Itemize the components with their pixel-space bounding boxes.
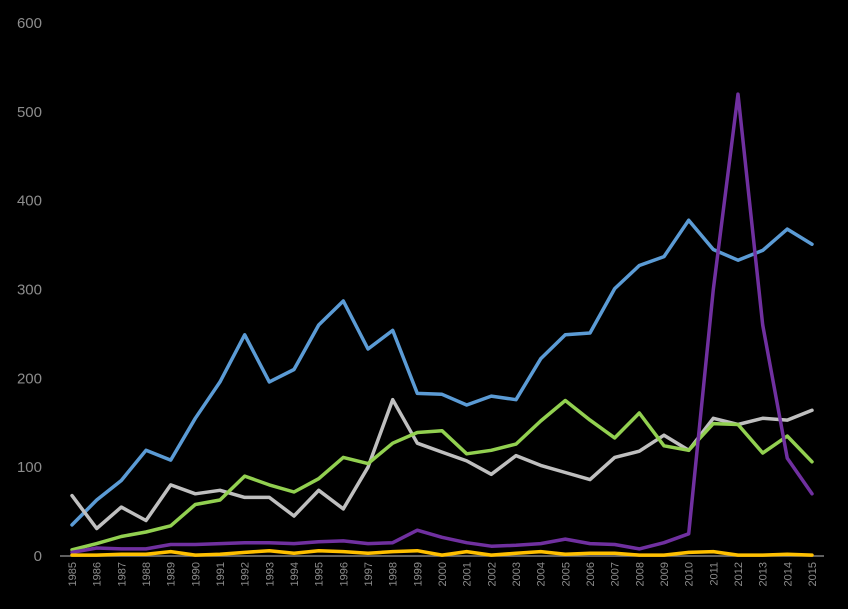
y-axis-ticks: 0 100 200 300 400 500 600 [17, 15, 42, 565]
x-tick-label: 2008 [634, 562, 646, 586]
x-tick-label: 2015 [807, 562, 819, 586]
x-tick-label: 2000 [437, 562, 449, 586]
x-tick-label: 2011 [708, 562, 720, 586]
y-tick-label: 300 [17, 282, 42, 299]
x-tick-label: 1989 [166, 562, 178, 586]
series-line-1 [72, 220, 812, 525]
series-line-4 [72, 94, 812, 552]
y-tick-label: 100 [17, 459, 42, 476]
series-line-5 [72, 551, 812, 555]
y-tick-label: 0 [34, 548, 42, 565]
x-tick-label: 1987 [116, 562, 128, 586]
x-tick-label: 2012 [733, 562, 745, 586]
y-tick-label: 200 [17, 370, 42, 387]
x-tick-label: 2005 [560, 562, 572, 586]
x-tick-label: 1997 [363, 562, 375, 586]
x-tick-label: 1991 [215, 562, 227, 586]
x-tick-label: 1995 [314, 562, 326, 586]
x-tick-label: 2009 [659, 562, 671, 586]
x-tick-label: 1986 [92, 562, 104, 586]
x-tick-label: 1999 [412, 562, 424, 586]
x-tick-label: 1994 [289, 562, 301, 586]
x-tick-label: 2001 [462, 562, 474, 586]
x-tick-label: 1993 [264, 562, 276, 586]
x-tick-label: 1992 [240, 562, 252, 586]
x-tick-label: 1988 [141, 562, 153, 586]
x-tick-label: 1998 [388, 562, 400, 586]
x-tick-label: 2010 [684, 562, 696, 586]
x-tick-label: 1985 [67, 562, 79, 586]
x-tick-label: 2004 [536, 562, 548, 586]
x-tick-label: 2014 [782, 562, 794, 586]
x-tick-label: 2013 [758, 562, 770, 586]
x-tick-label: 1996 [338, 562, 350, 586]
y-tick-label: 400 [17, 193, 42, 210]
x-tick-label: 2003 [511, 562, 523, 586]
y-tick-label: 500 [17, 104, 42, 121]
x-tick-label: 2002 [486, 562, 498, 586]
series-group [72, 94, 812, 555]
x-tick-label: 1990 [190, 562, 202, 586]
plot-area: 0 100 200 300 400 500 600 1985 1986 1987 1988 1989… [17, 15, 824, 586]
x-tick-label: 2007 [610, 562, 622, 586]
x-tick-label: 2006 [585, 562, 597, 586]
y-tick-label: 600 [17, 15, 42, 32]
x-axis-ticks: 1985 1986 1987 1988 1989 1990 1991 1992 1993 1994… [67, 562, 819, 586]
